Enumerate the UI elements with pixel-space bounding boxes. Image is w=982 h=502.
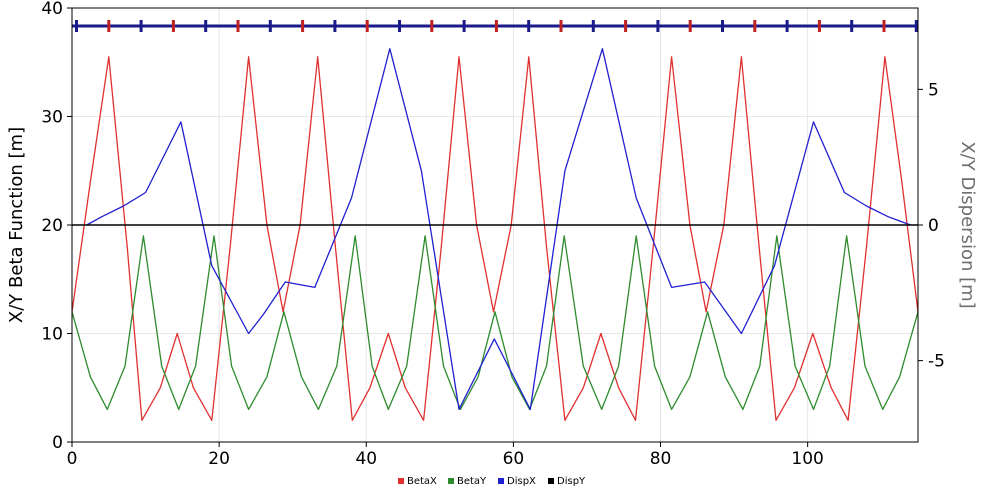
series-line-betay: [71, 235, 919, 411]
lattice-elements-bar: [72, 20, 918, 32]
lattice-magnet-marker: [527, 20, 531, 32]
lattice-magnet-marker: [624, 20, 628, 32]
lattice-magnet-marker: [171, 20, 175, 32]
lattice-magnet-marker: [850, 20, 854, 32]
y-axis-left-title: X/Y Beta Function [m]: [6, 127, 27, 323]
lattice-magnet-marker: [139, 20, 143, 32]
lattice-magnet-marker: [365, 20, 369, 32]
lattice-magnet-marker: [75, 20, 78, 32]
series-layer: [71, 48, 919, 421]
x-tick-label: 80: [650, 449, 672, 469]
lattice-magnet-marker: [398, 20, 401, 32]
y2-tick-label: -5: [928, 352, 945, 372]
lattice-magnet-marker: [236, 20, 240, 32]
legend-label-dispy: DispY: [557, 476, 586, 487]
y-axis-right: -5 0 5: [918, 80, 945, 372]
legend-swatch-dispx: [498, 478, 504, 484]
x-tick-label: 60: [503, 449, 525, 469]
lattice-magnet-marker: [882, 20, 886, 32]
lattice-magnet-marker: [914, 20, 918, 32]
y-tick-label: 30: [41, 108, 63, 128]
x-tick-label: 40: [355, 449, 377, 469]
lattice-magnet-marker: [591, 20, 595, 32]
y-axis-right-title: X/Y Dispersion [m]: [957, 141, 978, 308]
y2-tick-label: 5: [928, 80, 939, 100]
lattice-magnet-marker: [656, 20, 660, 32]
lattice-magnet-marker: [785, 20, 789, 32]
series-line-dispx: [86, 48, 911, 411]
lattice-magnet-marker: [462, 20, 466, 32]
lattice-magnet-marker: [721, 20, 724, 32]
y2-tick-label: 0: [928, 216, 939, 236]
legend-label-betay: BetaY: [457, 476, 487, 487]
lattice-magnet-marker: [817, 20, 821, 32]
legend-label-betax: BetaX: [407, 476, 437, 487]
x-tick-label: 0: [67, 449, 78, 469]
legend: BetaX BetaY DispX DispY: [398, 476, 586, 487]
x-tick-label: 20: [208, 449, 230, 469]
x-axis: 0 20 40 60 80 100: [67, 442, 824, 469]
y-axis-left: 0 10 20 30 40: [41, 0, 72, 453]
lattice-magnet-marker: [688, 20, 692, 32]
lattice-magnet-marker: [494, 20, 498, 32]
lattice-magnet-marker: [333, 20, 337, 32]
lattice-magnet-marker: [301, 20, 305, 32]
y-tick-label: 10: [41, 325, 63, 345]
x-tick-label: 100: [791, 449, 823, 469]
lattice-magnet-marker: [204, 20, 208, 32]
lattice-magnet-marker: [107, 20, 111, 32]
legend-swatch-dispy: [548, 478, 554, 484]
y-tick-label: 0: [52, 433, 63, 453]
legend-swatch-betay: [448, 478, 454, 484]
series-line-betax: [71, 56, 919, 421]
legend-swatch-betax: [398, 478, 404, 484]
lattice-magnet-marker: [268, 20, 272, 32]
legend-label-dispx: DispX: [507, 476, 536, 487]
lattice-magnet-marker: [753, 20, 757, 32]
y-tick-label: 20: [41, 216, 63, 236]
y-tick-label: 40: [41, 0, 63, 19]
lattice-magnet-marker: [559, 20, 563, 32]
lattice-magnet-marker: [430, 20, 434, 32]
